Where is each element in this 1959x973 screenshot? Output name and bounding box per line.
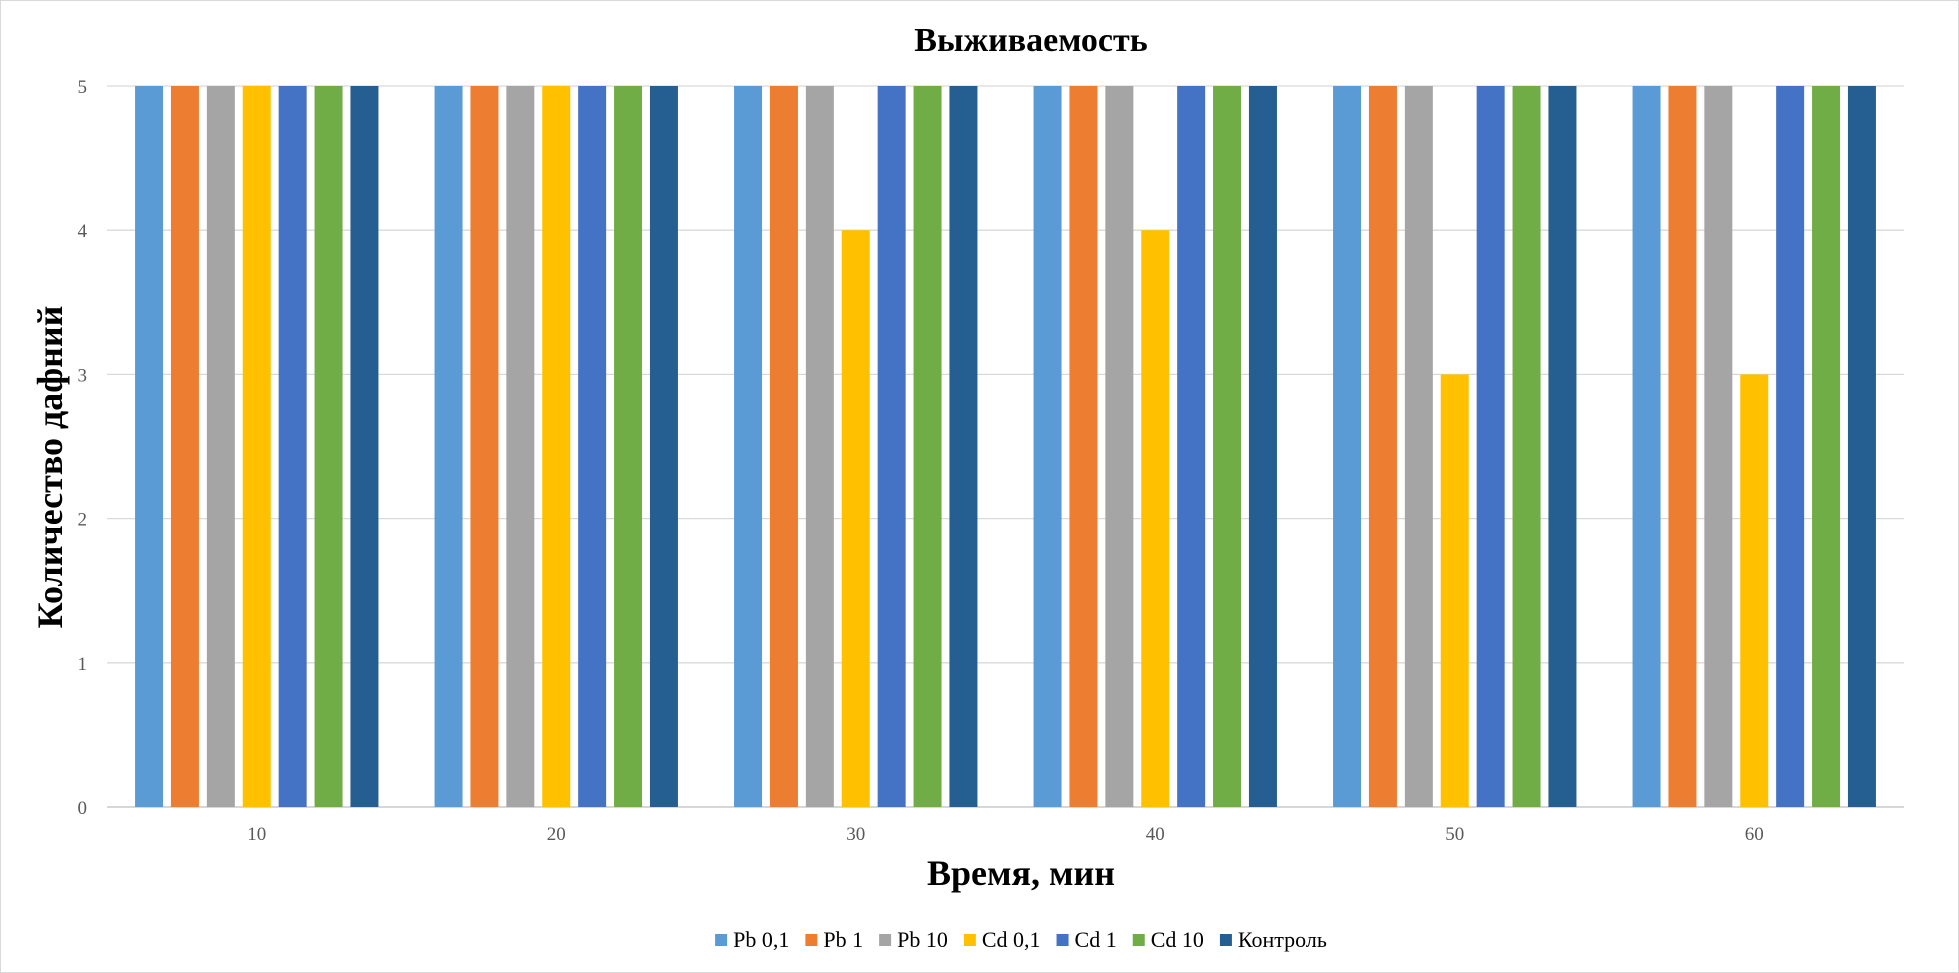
bar bbox=[1141, 230, 1170, 807]
bar bbox=[1548, 86, 1577, 807]
bar bbox=[614, 86, 643, 807]
bar bbox=[949, 86, 978, 807]
legend-label: Cd 1 bbox=[1075, 927, 1117, 952]
y-tick-label: 1 bbox=[78, 654, 88, 675]
y-tick-label: 0 bbox=[78, 798, 88, 819]
legend-swatch bbox=[1056, 934, 1069, 946]
x-tick-label: 10 bbox=[247, 824, 266, 845]
bar bbox=[1177, 86, 1206, 807]
bar bbox=[278, 86, 307, 807]
bar bbox=[1812, 86, 1841, 807]
legend-swatch bbox=[715, 934, 728, 946]
bar bbox=[1213, 86, 1242, 807]
bar bbox=[1776, 86, 1805, 807]
bar bbox=[206, 86, 235, 807]
x-tick-label: 60 bbox=[1745, 824, 1764, 845]
y-tick-label: 4 bbox=[78, 221, 88, 242]
x-tick-label: 30 bbox=[846, 824, 865, 845]
bar bbox=[649, 86, 678, 807]
x-tick-label: 20 bbox=[547, 824, 566, 845]
bar bbox=[470, 86, 499, 807]
bar bbox=[1069, 86, 1098, 807]
legend-swatch bbox=[805, 934, 818, 946]
legend-swatch bbox=[1132, 934, 1145, 946]
bar bbox=[242, 86, 271, 807]
legend-swatch bbox=[963, 934, 976, 946]
bar bbox=[170, 86, 199, 807]
x-axis-title: Время, мин bbox=[927, 853, 1115, 893]
bar bbox=[506, 86, 535, 807]
bar bbox=[314, 86, 343, 807]
legend-swatch bbox=[879, 934, 892, 946]
bar bbox=[1404, 86, 1433, 807]
bar bbox=[769, 86, 798, 807]
gridlines bbox=[107, 85, 1904, 808]
y-axis-title: Количество дафний bbox=[30, 306, 70, 629]
bar bbox=[913, 86, 942, 807]
bar bbox=[1248, 86, 1277, 807]
bar bbox=[1632, 86, 1661, 807]
bar bbox=[350, 86, 379, 807]
legend-label: Pb 10 bbox=[897, 927, 948, 952]
legend-label: Контроль bbox=[1238, 927, 1327, 952]
x-tick-label: 40 bbox=[1146, 824, 1165, 845]
bars bbox=[135, 86, 1876, 807]
bar bbox=[1512, 86, 1541, 807]
legend-swatch bbox=[1219, 934, 1232, 946]
bar bbox=[1440, 374, 1469, 807]
legend-label: Cd 10 bbox=[1151, 927, 1204, 952]
bar bbox=[1333, 86, 1362, 807]
y-tick-label: 2 bbox=[78, 510, 88, 531]
bar bbox=[1476, 86, 1505, 807]
bar bbox=[1105, 86, 1134, 807]
bar bbox=[1704, 86, 1733, 807]
bar bbox=[1847, 86, 1876, 807]
bar bbox=[434, 86, 463, 807]
legend-label: Pb 0,1 bbox=[733, 927, 789, 952]
x-tick-label: 50 bbox=[1445, 824, 1464, 845]
bar bbox=[1368, 86, 1397, 807]
bar bbox=[841, 230, 870, 807]
bar bbox=[1668, 86, 1697, 807]
legend-label: Cd 0,1 bbox=[982, 927, 1041, 952]
tick-labels: 0 1 2 3 4 5 10 20 30 40 50 60 bbox=[78, 77, 1764, 845]
bar bbox=[135, 86, 164, 807]
chart-title: Выживаемость bbox=[914, 22, 1147, 59]
bar bbox=[1740, 374, 1769, 807]
bar bbox=[578, 86, 607, 807]
bar bbox=[805, 86, 834, 807]
bar bbox=[1033, 86, 1062, 807]
bar bbox=[734, 86, 763, 807]
y-tick-label: 5 bbox=[78, 77, 88, 98]
y-tick-label: 3 bbox=[78, 365, 88, 386]
legend: Pb 0,1 Pb 1 Pb 10 Cd 0,1 Cd 1 Cd 10 Контроль bbox=[715, 927, 1327, 952]
bar bbox=[877, 86, 906, 807]
legend-label: Pb 1 bbox=[823, 927, 863, 952]
bar bbox=[542, 86, 571, 807]
